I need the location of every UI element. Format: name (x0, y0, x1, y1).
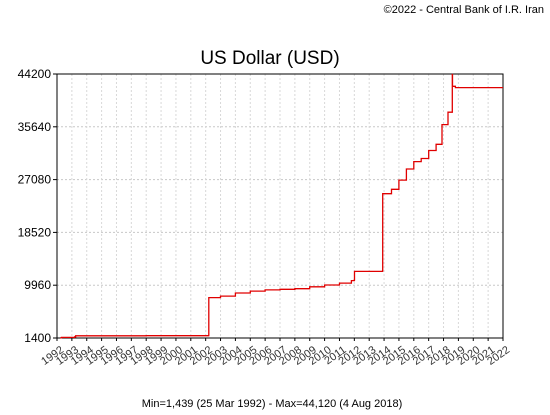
chart-title: US Dollar (USD) (200, 48, 339, 69)
x-axis: 1992199319941995199619971998199920002001… (39, 338, 512, 368)
y-tick-label: 27080 (18, 173, 52, 187)
y-tick-label: 1400 (24, 331, 51, 345)
y-tick-label: 9960 (24, 278, 51, 292)
grid-lines (57, 74, 503, 338)
series-line-usd (60, 73, 503, 339)
min-max-footer: Min=1,439 (25 Mar 1992) - Max=44,120 (4 … (142, 398, 403, 410)
y-axis: 1400 9960 18520 27080 35640 44200 (18, 67, 57, 345)
copyright-note: ©2022 - Central Bank of I.R. Iran (384, 4, 544, 16)
y-tick-label: 35640 (18, 120, 52, 134)
y-tick-label: 44200 (18, 67, 52, 81)
y-tick-label: 18520 (18, 225, 52, 239)
series-layer (60, 73, 503, 339)
